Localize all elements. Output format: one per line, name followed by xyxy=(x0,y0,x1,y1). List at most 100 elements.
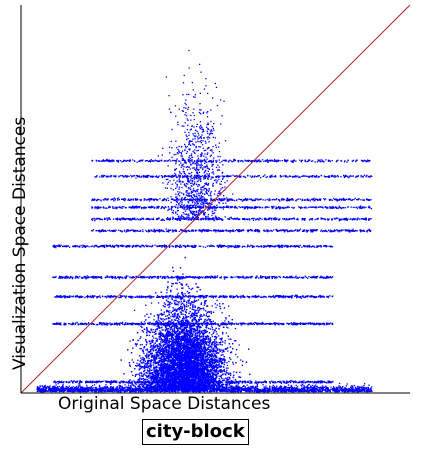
scatter-point xyxy=(163,333,165,336)
scatter-point xyxy=(201,307,203,310)
scatter-point xyxy=(207,357,209,359)
scatter-point xyxy=(178,380,181,382)
scatter-point xyxy=(217,361,219,363)
scatter-point xyxy=(200,336,202,338)
scatter-point xyxy=(164,315,167,317)
scatter-point xyxy=(212,362,214,364)
scatter-point xyxy=(162,375,164,377)
scatter-point xyxy=(189,292,191,294)
scatter-point xyxy=(177,339,180,342)
scatter-point xyxy=(187,353,189,355)
scatter-point xyxy=(188,350,191,352)
scatter-point xyxy=(162,352,165,355)
scatter-point xyxy=(201,362,203,364)
scatter-point xyxy=(187,302,190,304)
scatter-point xyxy=(164,330,167,332)
scatter-point xyxy=(171,328,173,330)
scatter-point xyxy=(212,350,214,353)
scatter-point xyxy=(171,349,173,351)
scatter-point xyxy=(228,338,230,340)
scatter-point xyxy=(225,332,228,334)
scatter-point xyxy=(165,379,168,381)
scatter-point xyxy=(225,367,228,369)
scatter-point xyxy=(223,357,225,360)
scatter-point xyxy=(182,343,185,345)
scatter-point xyxy=(215,352,217,355)
scatter-point xyxy=(218,377,220,380)
scatter-point xyxy=(224,320,226,322)
scatter-point xyxy=(160,357,162,359)
scatter-point xyxy=(153,315,155,317)
scatter-point xyxy=(213,352,215,354)
scatter-point xyxy=(215,352,217,354)
scatter-point xyxy=(188,287,190,289)
scatter-point xyxy=(170,367,172,370)
scatter-point xyxy=(163,376,165,378)
scatter-point xyxy=(172,352,174,354)
scatter-point xyxy=(165,351,167,353)
scatter-point xyxy=(209,366,211,368)
scatter-point xyxy=(155,345,157,347)
scatter-point xyxy=(226,382,228,384)
scatter-point xyxy=(140,348,142,350)
scatter-point xyxy=(179,343,181,346)
scatter-point xyxy=(169,352,171,354)
scatter-point xyxy=(154,378,157,380)
scatter-point xyxy=(208,327,210,330)
scatter-point xyxy=(176,363,178,365)
scatter-point xyxy=(175,299,177,301)
scatter-point xyxy=(160,309,162,311)
scatter-point xyxy=(177,377,179,379)
scatter-point xyxy=(220,370,222,372)
scatter-point xyxy=(169,305,171,307)
scatter-point xyxy=(149,376,151,379)
scatter-point xyxy=(199,366,201,368)
scatter-point xyxy=(193,312,195,314)
scatter-point xyxy=(160,317,162,319)
scatter-point xyxy=(200,360,202,363)
scatter-point xyxy=(163,302,165,304)
scatter-point xyxy=(159,330,161,332)
scatter-point xyxy=(191,316,193,318)
scatter-point xyxy=(132,361,135,363)
scatter-point xyxy=(201,332,203,334)
scatter-point xyxy=(129,364,131,366)
scatter-point xyxy=(192,346,194,348)
scatter-point xyxy=(185,304,188,306)
scatter-point xyxy=(180,320,182,322)
scatter-point xyxy=(157,354,159,356)
scatter-point xyxy=(184,307,186,309)
scatter-point xyxy=(238,344,240,346)
scatter-point xyxy=(235,353,237,356)
scatter-point xyxy=(195,326,198,328)
scatter-point xyxy=(151,387,153,389)
scatter-point xyxy=(160,382,162,384)
scatter-point xyxy=(215,331,217,333)
scatter-point xyxy=(181,362,183,364)
scatter-point xyxy=(168,301,170,303)
scatter-point xyxy=(156,325,158,327)
scatter-point xyxy=(178,361,180,363)
scatter-point xyxy=(140,371,142,374)
scatter-point xyxy=(215,347,217,350)
scatter-point xyxy=(191,318,193,321)
scatter-point xyxy=(206,321,208,323)
scatter-point xyxy=(148,334,151,336)
scatter-point xyxy=(153,377,156,379)
scatter-point xyxy=(194,378,196,380)
scatter-point xyxy=(186,290,189,292)
scatter-point xyxy=(200,302,203,304)
scatter-point xyxy=(155,356,158,359)
scatter-point xyxy=(155,337,157,339)
scatter-point xyxy=(195,319,198,321)
scatter-point xyxy=(178,347,180,349)
scatter-point xyxy=(188,342,190,344)
scatter-point xyxy=(214,329,216,331)
scatter-point xyxy=(199,340,202,342)
scatter-point xyxy=(150,375,152,377)
scatter-point xyxy=(227,367,229,369)
scatter-point xyxy=(159,382,162,384)
scatter-point xyxy=(169,301,171,303)
scatter-point xyxy=(166,360,169,362)
scatter-point xyxy=(164,329,166,331)
